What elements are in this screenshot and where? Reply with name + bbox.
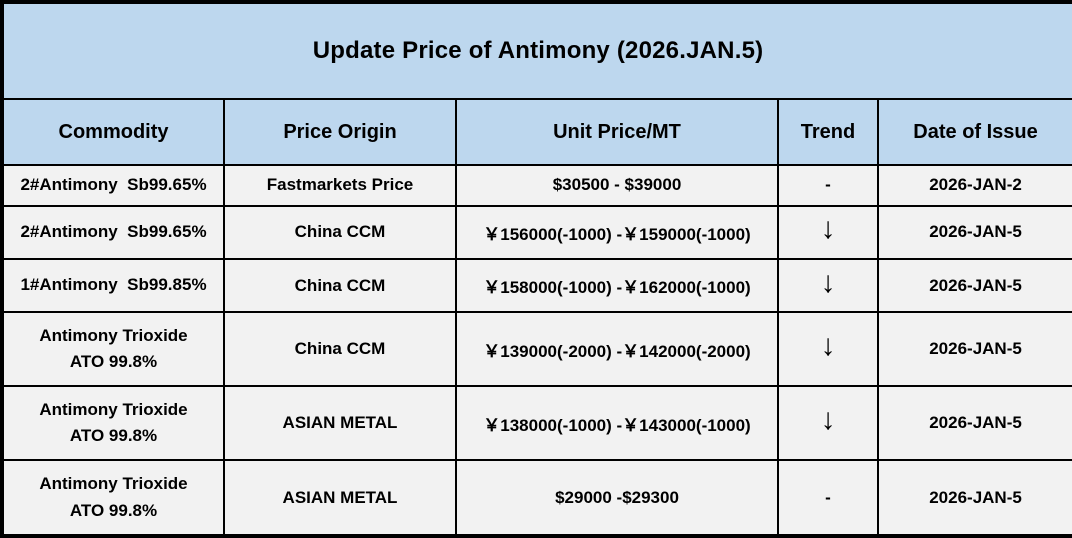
table-row: Antimony Trioxide ATO 99.8% ASIAN METAL … bbox=[1, 385, 1072, 462]
unit-price-cell: ￥139000(-2000) -￥142000(-2000) bbox=[455, 311, 779, 388]
trend-value: ↓ bbox=[777, 204, 879, 260]
unit-price-cell: ￥138000(-1000) -￥143000(-1000) bbox=[455, 385, 779, 462]
trend-value: ↓ bbox=[777, 385, 879, 462]
price-origin-cell: China CCM bbox=[223, 257, 457, 314]
column-header-unit-price: Unit Price/MT bbox=[455, 98, 779, 166]
trend-value: - bbox=[777, 459, 879, 537]
date-of-issue-cell: 2026-JAN-2 bbox=[876, 164, 1072, 207]
price-origin-cell: China CCM bbox=[223, 311, 457, 388]
price-origin-cell: China CCM bbox=[223, 204, 457, 260]
trend-value: - bbox=[777, 164, 879, 207]
trend-value: ↓ bbox=[777, 311, 879, 388]
price-origin-cell: Fastmarkets Price bbox=[223, 164, 457, 207]
commodity-cell: Antimony Trioxide ATO 99.8% bbox=[1, 311, 225, 388]
table-row: 2#Antimony Sb99.65% China CCM ￥156000(-1… bbox=[1, 204, 1072, 260]
price-origin-cell: ASIAN METAL bbox=[223, 385, 457, 462]
table-row: Antimony Trioxide ATO 99.8% ASIAN METAL … bbox=[1, 459, 1072, 537]
commodity-cell: 2#Antimony Sb99.65% bbox=[1, 204, 225, 260]
header-row: Commodity Price Origin Unit Price/MT Tre… bbox=[1, 98, 1072, 166]
column-header-trend: Trend bbox=[777, 98, 879, 166]
commodity-cell: 2#Antimony Sb99.65% bbox=[1, 164, 225, 207]
unit-price-cell: $30500 - $39000 bbox=[455, 164, 779, 207]
commodity-cell: Antimony Trioxide ATO 99.8% bbox=[1, 385, 225, 462]
date-of-issue-cell: 2026-JAN-5 bbox=[876, 257, 1072, 314]
column-header-commodity: Commodity bbox=[1, 98, 225, 166]
trend-value: ↓ bbox=[777, 257, 879, 314]
commodity-cell: 1#Antimony Sb99.85% bbox=[1, 257, 225, 314]
title-row: Update Price of Antimony (2026.JAN.5) bbox=[0, 1, 1072, 100]
unit-price-cell: ￥158000(-1000) -￥162000(-1000) bbox=[455, 257, 779, 314]
date-of-issue-cell: 2026-JAN-5 bbox=[876, 385, 1072, 462]
unit-price-cell: $29000 -$29300 bbox=[455, 459, 779, 537]
date-of-issue-cell: 2026-JAN-5 bbox=[876, 459, 1072, 537]
column-header-price-origin: Price Origin bbox=[223, 98, 457, 166]
table-row: Antimony Trioxide ATO 99.8% China CCM ￥1… bbox=[1, 311, 1072, 388]
unit-price-cell: ￥156000(-1000) -￥159000(-1000) bbox=[455, 204, 779, 260]
price-origin-cell: ASIAN METAL bbox=[223, 459, 457, 537]
page-title: Update Price of Antimony (2026.JAN.5) bbox=[0, 1, 1072, 100]
commodity-cell: Antimony Trioxide ATO 99.8% bbox=[1, 459, 225, 537]
column-header-date-of-issue: Date of Issue bbox=[876, 98, 1072, 166]
date-of-issue-cell: 2026-JAN-5 bbox=[876, 204, 1072, 260]
table-row: 1#Antimony Sb99.85% China CCM ￥158000(-1… bbox=[1, 257, 1072, 314]
date-of-issue-cell: 2026-JAN-5 bbox=[876, 311, 1072, 388]
table-row: 2#Antimony Sb99.65% Fastmarkets Price $3… bbox=[1, 164, 1072, 207]
